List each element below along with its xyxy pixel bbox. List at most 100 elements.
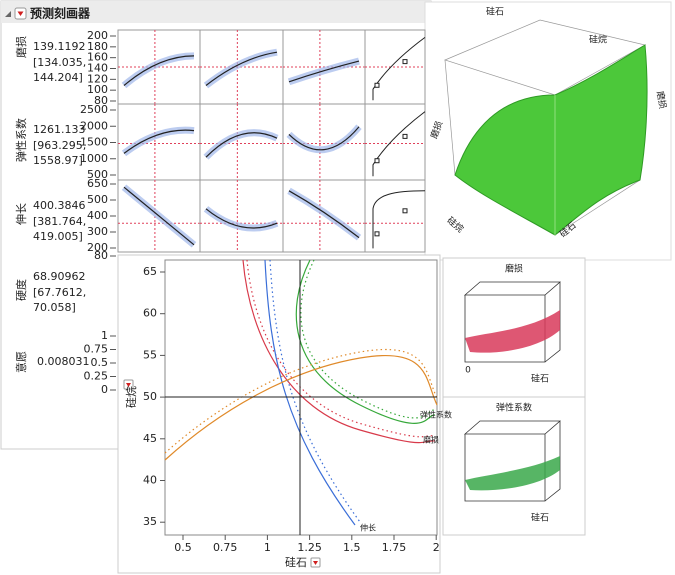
- mini-surface: [465, 456, 560, 491]
- y-axis-title: 硅烷: [124, 386, 138, 408]
- y-tick-label: 100: [87, 83, 108, 96]
- surface-axis-label: 硅石: [486, 6, 504, 18]
- mini-panel: [442, 396, 586, 536]
- mini-surface: [465, 310, 560, 353]
- desirability-handle: [374, 82, 380, 88]
- disclosure-icon[interactable]: [5, 11, 11, 17]
- x-axis-title: 硅石: [285, 556, 307, 569]
- confidence-interval: [963.295,: [33, 139, 86, 152]
- prediction-curve: [205, 132, 278, 158]
- desirability-function: [372, 36, 426, 101]
- row-label: 硬度: [14, 279, 28, 301]
- y-tick-label: 60: [143, 307, 157, 320]
- mini-axis-label: 硅石: [531, 512, 549, 524]
- desirability-handle: [402, 59, 408, 65]
- prediction-curve: [288, 60, 360, 83]
- prediction-curve: [123, 55, 195, 86]
- header-bar: [1, 1, 431, 23]
- desirability-function: [372, 111, 426, 177]
- x-tick-label: 2: [433, 541, 440, 554]
- desirability-handle: [374, 231, 380, 237]
- contour-label: 磨损: [423, 435, 439, 445]
- surface-axis-label: 硅烷: [589, 34, 607, 46]
- surface: [454, 44, 648, 236]
- y-tick-label: 200: [87, 241, 108, 254]
- row-label: 意愿: [14, 351, 28, 373]
- mini-panel: [442, 257, 586, 398]
- y-tick-label: 0.25: [84, 370, 109, 383]
- x-tick-label: 1.25: [297, 541, 322, 554]
- contour-curves: [164, 259, 438, 526]
- row-label: 伸长: [15, 203, 28, 225]
- predicted-value: 139.1192: [33, 40, 86, 53]
- prediction-curve: [123, 129, 195, 154]
- y-tick-label: 140: [87, 62, 108, 75]
- y-tick-label: 200: [87, 29, 108, 42]
- predicted-value: 68.90962: [33, 270, 86, 283]
- desirability-handle: [402, 133, 408, 139]
- y-tick-label: 0: [101, 383, 108, 396]
- y-tick-label: 160: [87, 51, 108, 64]
- y-tick-label: 80: [94, 249, 108, 262]
- predicted-value: 0.008031: [37, 355, 90, 368]
- header-title: 预测刻画器: [30, 6, 91, 21]
- y-tick-label: 500: [87, 168, 108, 181]
- y-tick-label: 0.75: [84, 343, 109, 356]
- mini-axis-label: 硅石: [531, 373, 549, 385]
- confidence-interval: [381.764,: [33, 215, 86, 228]
- predicted-value: 1261.133: [33, 123, 86, 136]
- desirability-handle: [374, 158, 380, 164]
- y-tick-label: 35: [143, 515, 157, 528]
- row-label: 弹性系数: [14, 118, 28, 162]
- menu-arrow: [313, 561, 318, 565]
- y-tick-label: 1500: [80, 136, 108, 149]
- confidence-interval: 70.058]: [33, 301, 76, 314]
- x-tick-label: 1.75: [382, 541, 407, 554]
- y-tick-label: 50: [143, 390, 157, 403]
- y-tick-label: 2500: [80, 103, 108, 116]
- menu-arrow: [17, 11, 24, 16]
- mini-plot-title: 磨损: [505, 263, 523, 275]
- x-tick-label: 1.5: [343, 541, 361, 554]
- contour-label: 伸长: [360, 523, 376, 533]
- y-tick-label: 65: [143, 265, 157, 278]
- menu-arrow: [126, 383, 131, 387]
- surface-axis-label: 磨损: [654, 90, 669, 110]
- prediction-curve: [123, 186, 195, 246]
- desirability-function: [372, 190, 426, 249]
- confidence-interval: [134.035,: [33, 56, 86, 69]
- confidence-interval: 144.204]: [33, 71, 83, 84]
- prediction-curve: [205, 51, 278, 86]
- prediction-curve: [288, 190, 360, 239]
- confidence-interval: 1558.97]: [33, 154, 83, 167]
- contour-label: 弹性系数: [420, 410, 452, 420]
- y-tick-label: 500: [87, 193, 108, 206]
- y-tick-label: 45: [143, 432, 157, 445]
- prediction-curve: [288, 126, 360, 151]
- mini-axis-label: 0: [465, 366, 471, 376]
- predicted-value: 400.3846: [33, 199, 86, 212]
- profile-cell: [199, 103, 284, 181]
- profile-cell: [364, 179, 426, 253]
- y-tick-label: 80: [94, 94, 108, 107]
- y-tick-label: 650: [87, 177, 108, 190]
- x-tick-label: 1: [264, 541, 271, 554]
- mini-plot-title: 弹性系数: [496, 402, 532, 414]
- profile-cell: [117, 103, 201, 181]
- x-tick-label: 0.5: [174, 541, 192, 554]
- desirability-handle: [402, 208, 408, 214]
- confidence-interval: [67.7612,: [33, 286, 86, 299]
- y-tick-label: 0.5: [91, 356, 109, 369]
- x-tick-label: 0.75: [213, 541, 238, 554]
- y-tick-label: 120: [87, 72, 108, 85]
- row-label: 磨损: [14, 36, 28, 58]
- y-tick-label: 300: [87, 225, 108, 238]
- y-tick-label: 2000: [80, 119, 108, 132]
- y-tick-label: 180: [87, 40, 108, 53]
- profile-cell: [364, 103, 426, 181]
- confidence-interval: 419.005]: [33, 230, 83, 243]
- y-tick-label: 1: [101, 329, 108, 342]
- y-tick-label: 400: [87, 209, 108, 222]
